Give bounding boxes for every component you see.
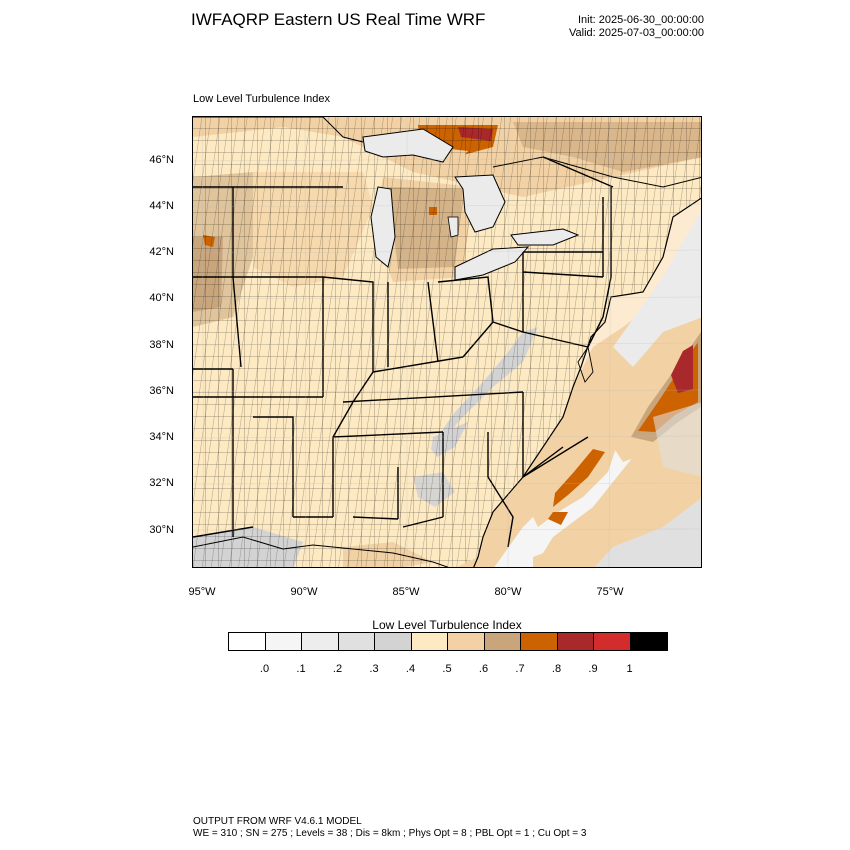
colorbar-label-1: .1 — [296, 663, 306, 675]
east-coastline — [473, 197, 701, 567]
footer-line-2: WE = 310 ; SN = 275 ; Levels = 38 ; Dis … — [193, 828, 587, 839]
colorbar-label-6: .6 — [478, 663, 489, 675]
lat-label-40: 40°N — [149, 292, 174, 304]
colorbar — [228, 632, 668, 651]
lat-label-32: 32°N — [149, 477, 174, 489]
colorbar-label-2: .2 — [332, 663, 343, 675]
lat-label-34: 34°N — [149, 431, 174, 443]
colorbar-swatch-2 — [302, 633, 339, 650]
main-title: IWFAQRP Eastern US Real Time WRF — [191, 10, 486, 29]
colorbar-swatch-3 — [338, 633, 375, 650]
lon-label-80: 80°W — [494, 586, 522, 598]
ocean-field — [454, 210, 701, 567]
time-info: Init: 2025-06-30_00:00:00 Valid: 2025-07… — [569, 14, 704, 40]
colorbar-swatch-1 — [265, 633, 302, 650]
colorbar-swatch-7 — [484, 633, 521, 650]
model-footer: OUTPUT FROM WRF V4.6.1 MODEL WE = 310 ; … — [193, 816, 586, 840]
colorbar-swatch-0 — [229, 633, 266, 650]
lat-label-36: 36°N — [149, 385, 174, 397]
chesapeake-bay — [577, 345, 594, 383]
colorbar-label-7: .7 — [515, 663, 525, 675]
lat-label-44: 44°N — [149, 200, 174, 212]
footer-line-1: OUTPUT FROM WRF V4.6.1 MODEL — [193, 816, 362, 827]
colorbar-label-5: .5 — [442, 663, 452, 675]
lat-label-38: 38°N — [149, 339, 174, 351]
panel-label: Low Level Turbulence Index — [193, 93, 330, 105]
lon-label-75: 75°W — [596, 586, 624, 598]
colorbar-label-4: .4 — [405, 663, 416, 675]
great-lakes — [362, 128, 580, 281]
valid-time: Valid: 2025-07-03_00:00:00 — [569, 27, 704, 39]
colorbar-swatch-5 — [411, 633, 448, 650]
lat-label-42: 42°N — [149, 246, 174, 258]
init-time: Init: 2025-06-30_00:00:00 — [578, 14, 704, 26]
colorbar-label-0: .0 — [259, 663, 270, 675]
graticule — [193, 117, 701, 567]
lat-label-30: 30°N — [149, 524, 174, 536]
colorbar-swatch-9 — [557, 633, 594, 650]
colorbar-swatch-4 — [375, 633, 412, 650]
colorbar-label-3: .3 — [369, 663, 379, 675]
gulf-coastline — [193, 536, 449, 567]
colorbar-swatch-6 — [448, 633, 485, 650]
map-svg — [193, 117, 701, 567]
lat-label-46: 46°N — [149, 154, 174, 166]
colorbar-label-10: 1 — [626, 663, 633, 675]
lon-label-85: 85°W — [392, 586, 420, 598]
colorbar-label-8: .8 — [551, 663, 562, 675]
colorbar-swatch-10 — [594, 633, 631, 650]
lon-label-95: 95°W — [188, 586, 216, 598]
colorbar-swatch-11 — [630, 633, 667, 650]
canada-border — [193, 117, 701, 188]
colorbar-swatch-8 — [521, 633, 558, 650]
state-borders — [193, 156, 614, 548]
colorbar-title: Low Level Turbulence Index — [372, 618, 522, 632]
map-panel — [192, 116, 702, 568]
colorbar-label-9: .9 — [588, 663, 598, 675]
lon-label-90: 90°W — [290, 586, 318, 598]
